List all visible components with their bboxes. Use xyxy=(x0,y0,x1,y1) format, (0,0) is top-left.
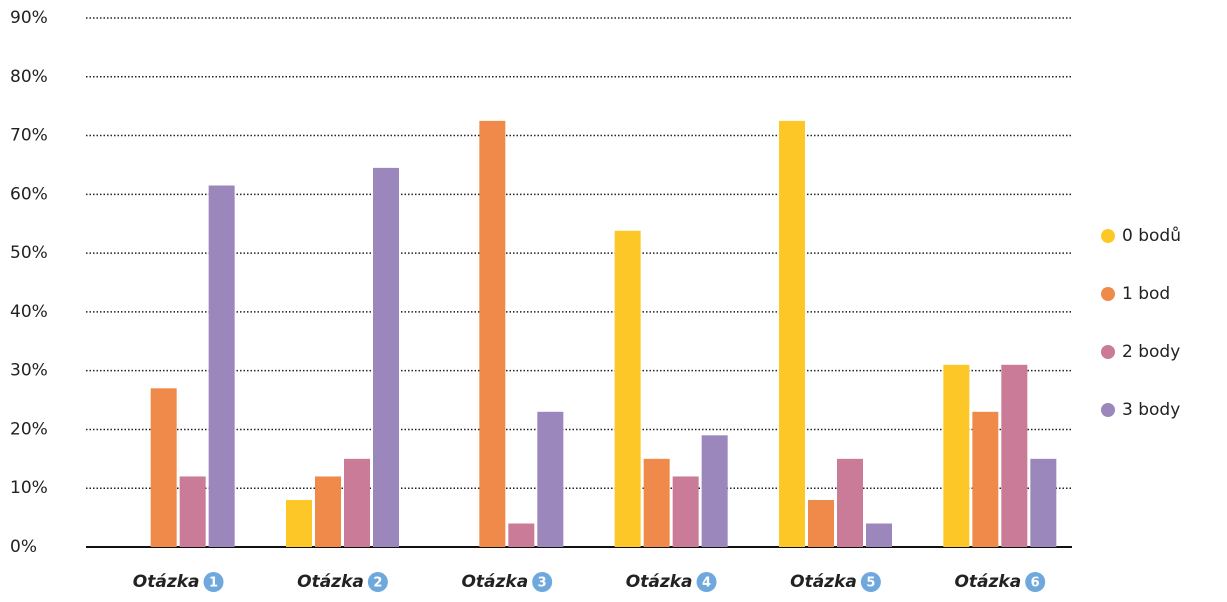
category-badge-number: 6 xyxy=(1031,576,1040,591)
category-badge xyxy=(1025,572,1046,592)
x-tick-label: Otázka xyxy=(133,572,200,592)
legend-marker xyxy=(1101,403,1115,417)
bar xyxy=(150,388,177,547)
y-tick-label: 40% xyxy=(10,302,48,322)
y-tick-label: 60% xyxy=(10,184,48,204)
legend-label: 2 body xyxy=(1122,342,1180,362)
y-tick-label: 90% xyxy=(10,8,48,28)
category-badge xyxy=(367,572,388,592)
bar xyxy=(479,120,506,547)
bar xyxy=(1030,458,1057,547)
bar xyxy=(943,364,970,547)
category-badge xyxy=(860,572,881,592)
bar xyxy=(344,458,370,547)
category-badge xyxy=(532,572,553,592)
bar xyxy=(643,458,670,547)
y-tick-label: 50% xyxy=(10,243,48,263)
y-tick-label: 0% xyxy=(10,537,37,557)
legend-marker xyxy=(1101,287,1115,301)
y-tick-label: 20% xyxy=(10,419,48,439)
bar xyxy=(866,523,892,547)
category-badge-number: 5 xyxy=(866,576,875,591)
category-badge-number: 3 xyxy=(538,576,547,591)
bar xyxy=(837,458,863,547)
bar xyxy=(286,499,312,547)
bar xyxy=(701,435,728,547)
y-tick-label: 80% xyxy=(10,67,48,87)
legend-label: 3 body xyxy=(1122,400,1180,420)
y-tick-label: 70% xyxy=(10,126,48,146)
bar xyxy=(179,476,206,547)
legend-label: 1 bod xyxy=(1122,284,1170,304)
x-tick-label: Otázka xyxy=(954,572,1021,592)
bar xyxy=(208,185,235,547)
bar xyxy=(808,499,834,547)
bar xyxy=(614,230,641,547)
legend-label: 0 bodů xyxy=(1122,226,1181,246)
bar xyxy=(537,411,564,547)
category-badge-number: 1 xyxy=(209,576,218,591)
y-tick-label: 10% xyxy=(10,478,48,498)
bar xyxy=(508,523,535,547)
bar xyxy=(972,411,999,547)
category-badge xyxy=(203,572,224,592)
legend-marker xyxy=(1101,229,1115,243)
category-badge-number: 4 xyxy=(702,576,711,591)
x-tick-label: Otázka xyxy=(461,572,528,592)
legend-marker xyxy=(1101,345,1115,359)
y-tick-label: 30% xyxy=(10,361,48,381)
bar xyxy=(373,167,399,547)
x-tick-label: Otázka xyxy=(297,572,364,592)
bar xyxy=(1001,364,1028,547)
x-tick-label: Otázka xyxy=(790,572,857,592)
bar xyxy=(672,476,699,547)
x-tick-label: Otázka xyxy=(626,572,693,592)
category-badge-number: 2 xyxy=(373,576,382,591)
bar xyxy=(315,476,341,547)
category-badge xyxy=(696,572,717,592)
bar xyxy=(779,120,805,547)
